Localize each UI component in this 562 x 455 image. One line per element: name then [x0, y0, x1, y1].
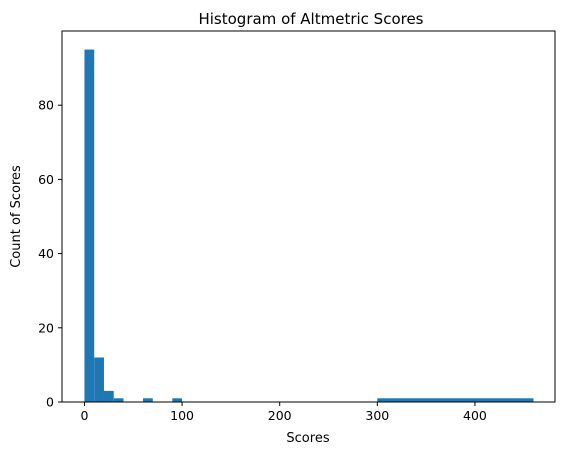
x-tick-label: 100	[170, 408, 194, 423]
x-axis-ticks: 0 100 200 300 400	[80, 402, 487, 423]
chart-title: Histogram of Altmetric Scores	[198, 10, 423, 28]
y-tick-label: 60	[38, 172, 54, 187]
histogram-bar	[103, 390, 114, 402]
y-axis-ticks: 0 20 40 60 80	[38, 98, 62, 410]
plot-frame	[61, 30, 556, 403]
histogram-bar	[84, 49, 95, 403]
y-tick-label: 0	[46, 395, 54, 410]
bars-group	[84, 49, 534, 403]
y-tick-label: 40	[38, 246, 54, 261]
x-tick-label: 200	[268, 408, 292, 423]
y-tick-label: 20	[38, 320, 54, 335]
histogram-bar	[377, 398, 534, 402]
histogram-bar	[113, 398, 124, 402]
histogram-bar	[172, 398, 183, 402]
x-tick-label: 300	[365, 408, 389, 423]
histogram-bar	[143, 398, 153, 402]
x-tick-label: 400	[463, 408, 487, 423]
y-tick-label: 80	[38, 98, 54, 113]
x-axis-label: Scores	[286, 431, 329, 446]
histogram-bar	[94, 357, 104, 402]
x-tick-label: 0	[80, 408, 88, 423]
y-axis-label: Count of Scores	[9, 165, 24, 268]
